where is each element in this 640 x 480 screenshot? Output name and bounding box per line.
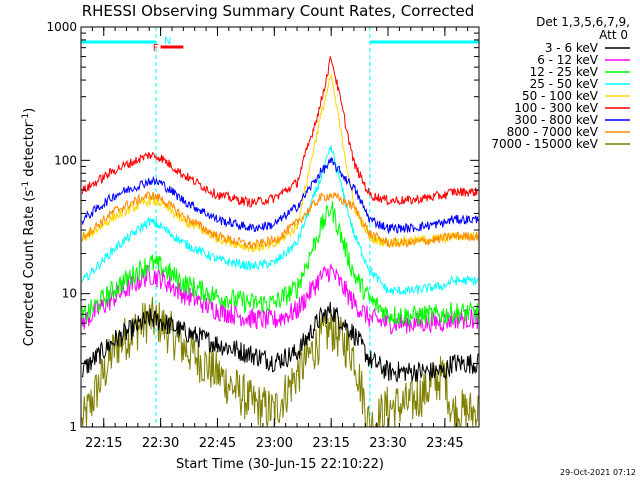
legend-label: 300 - 800 keV xyxy=(514,113,598,127)
legend-subtitle: Att 0 xyxy=(599,28,628,42)
legend-label: 3 - 6 keV xyxy=(545,41,599,55)
series-layer xyxy=(81,56,479,428)
x-tick-label: 22:30 xyxy=(142,436,179,451)
legend-label: 800 - 7000 keV xyxy=(507,125,599,139)
x-tick-label: 23:45 xyxy=(426,436,463,451)
chart-title: RHESSI Observing Summary Count Rates, Co… xyxy=(82,2,475,20)
plot-frame xyxy=(80,26,480,428)
x-tick-label: 23:00 xyxy=(256,436,293,451)
series-line-5 xyxy=(81,56,479,208)
x-axis-label: Start Time (30-Jun-15 22:10:22) xyxy=(176,457,384,472)
series-line-1 xyxy=(81,262,479,335)
x-tick-label: 22:45 xyxy=(199,436,236,451)
legend-label: 100 - 300 keV xyxy=(514,101,598,115)
y-tick-label: 10 xyxy=(62,287,77,301)
night-intervals xyxy=(81,27,479,427)
legend-label: 50 - 100 keV xyxy=(522,89,599,103)
y-tick-label: 100 xyxy=(54,153,77,167)
y-tick-label: 1 xyxy=(69,420,77,434)
y-tick-label: 1000 xyxy=(46,20,77,34)
legend-title: Det 1,3,5,6,7,9, xyxy=(536,15,630,29)
axes: 1 10 100 1000 22:15 22:30 22:45 23:00 23:15 23:30… xyxy=(46,20,479,451)
x-tick-label: 23:30 xyxy=(369,436,406,451)
series-line-0 xyxy=(81,301,479,384)
flare-flag-label: F xyxy=(153,43,159,54)
series-line-2 xyxy=(81,201,479,326)
legend-label: 25 - 50 keV xyxy=(530,77,599,91)
x-tick-label: 23:15 xyxy=(312,436,349,451)
legend-label: 6 - 12 keV xyxy=(537,53,599,67)
series-line-6 xyxy=(81,156,479,235)
legend-label: 12 - 25 keV xyxy=(530,65,599,79)
legend-label: 7000 - 15000 keV xyxy=(491,137,598,151)
y-axis-label: Corrected Count Rate (s-1 detector-1) xyxy=(21,108,37,346)
annotation-flags: NF xyxy=(153,36,184,54)
footer-timestamp: 29-Oct-2021 07:12 xyxy=(560,468,636,477)
series-line-3 xyxy=(81,145,479,296)
x-tick-label: 22:15 xyxy=(85,436,122,451)
series-line-7 xyxy=(81,191,479,249)
night-flag-label: N xyxy=(164,36,171,47)
